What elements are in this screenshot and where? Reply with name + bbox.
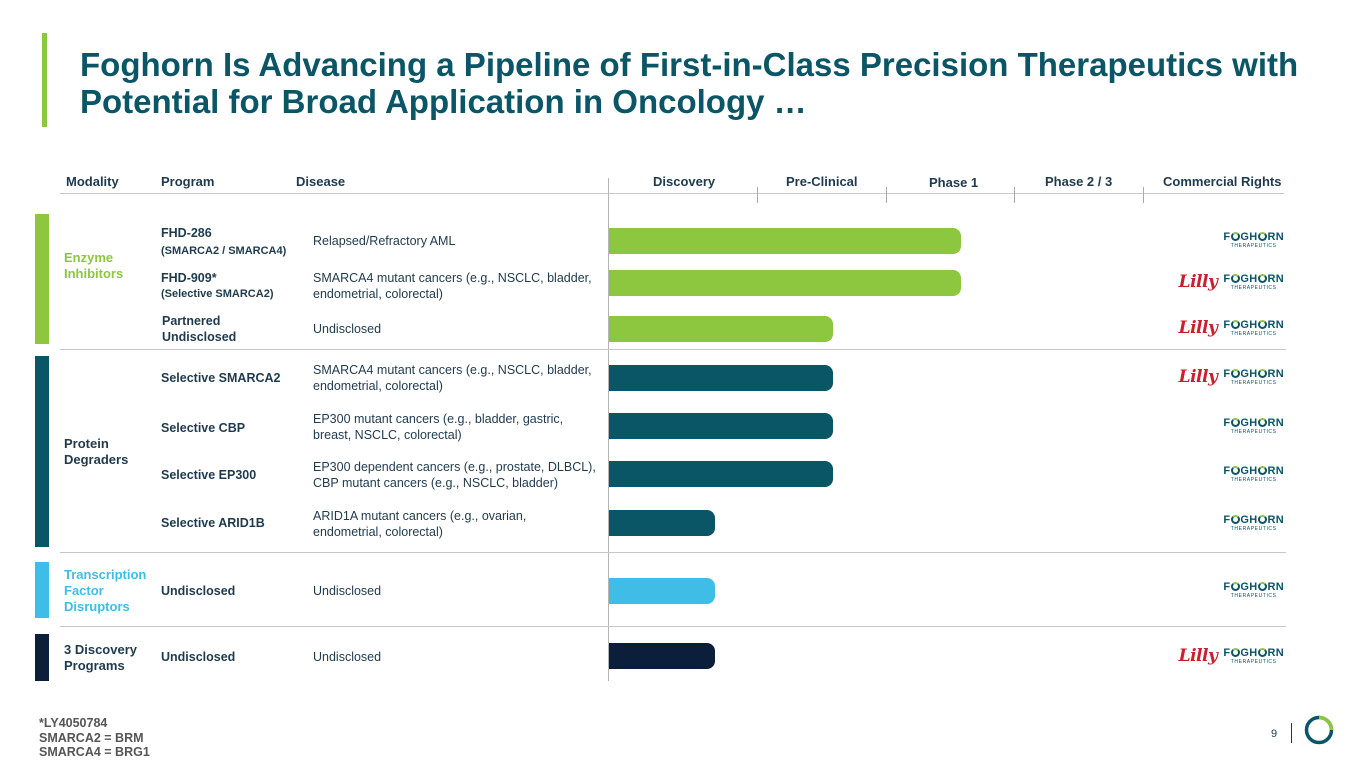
page-number: 9 [1271, 728, 1278, 740]
group-separator [60, 552, 1286, 553]
foghorn-ring-logo-icon [1304, 715, 1334, 745]
progress-bar [609, 316, 833, 342]
group-separator [60, 626, 1286, 627]
header-phase23: Phase 2 / 3 [1045, 174, 1113, 189]
foghorn-logo: F GH RN THERAPEUTICS [1223, 513, 1284, 532]
program-subtitle: (SMARCA2 / SMARCA4) [161, 245, 287, 257]
lilly-logo: Lilly [1178, 646, 1218, 666]
foghorn-logo: F GH RN THERAPEUTICS [1223, 416, 1284, 435]
header-discovery: Discovery [653, 174, 716, 189]
progress-bar [609, 578, 715, 604]
program-title: Selective EP300 [161, 468, 257, 482]
progress-bar [609, 365, 833, 391]
title-accent-bar [42, 33, 47, 127]
foghorn-logo: F GH RN THERAPEUTICS [1223, 464, 1284, 483]
stage-tick [757, 187, 758, 203]
foghorn-logo: F GH RN THERAPEUTICS [1223, 367, 1284, 386]
disease-text: EP300 mutant cancers (e.g., bladder, gas… [313, 412, 564, 442]
footnote: SMARCA4 = BRG1 [39, 745, 150, 759]
header-preclinical: Pre-Clinical [786, 174, 858, 189]
disease-text: SMARCA4 mutant cancers (e.g., NSCLC, bla… [313, 271, 592, 301]
disease-text: Undisclosed [313, 650, 382, 664]
header-phase1: Phase 1 [929, 175, 979, 190]
group-separator [60, 349, 1286, 350]
program-title: Selective SMARCA2 [161, 371, 281, 385]
progress-bar [609, 643, 715, 669]
commercial-rights: Lilly F GH RN THERAPEUTICS [1160, 643, 1284, 669]
program-title: FHD-909* [161, 271, 217, 285]
program-title: Undisclosed [161, 650, 236, 664]
commercial-rights: F GH RN THERAPEUTICS [1160, 227, 1284, 253]
foghorn-logo: F GH RN THERAPEUTICS [1223, 580, 1284, 599]
commercial-rights: F GH RN THERAPEUTICS [1160, 461, 1284, 487]
program-name: FHD-286 (SMARCA2 / SMARCA4) [161, 225, 286, 259]
header-commercial-rights: Commercial Rights [1163, 174, 1282, 189]
program-name: Selective CBP [161, 420, 245, 436]
stage-tick [1143, 187, 1144, 203]
footnote: SMARCA2 = BRM [39, 730, 144, 745]
foghorn-logo: F GH RN THERAPEUTICS [1223, 646, 1284, 665]
disease-text: Relapsed/Refractory AML [313, 234, 456, 248]
modality-label-degraders: Protein Degraders [64, 436, 129, 467]
foghorn-logo: F GH RN THERAPEUTICS [1223, 272, 1284, 291]
progress-bar [609, 270, 961, 296]
stage-tick [886, 187, 887, 203]
commercial-rights: F GH RN THERAPEUTICS [1160, 577, 1284, 603]
lilly-logo: Lilly [1178, 272, 1218, 292]
program-name: Partnered Undisclosed [162, 313, 252, 345]
commercial-rights: Lilly F GH RN THERAPEUTICS [1160, 269, 1284, 295]
page-title: Foghorn Is Advancing a Pipeline of First… [80, 46, 1299, 120]
page-divider [1291, 723, 1292, 743]
disease-text: EP300 dependent cancers (e.g., prostate,… [313, 460, 596, 490]
modality-label-enzyme: Enzyme Inhibitors [64, 250, 124, 281]
modality-label-discovery: 3 Discovery Programs [64, 642, 137, 673]
program-name: Undisclosed [161, 649, 235, 665]
program-title: Partnered Undisclosed [162, 314, 237, 344]
header-rule [60, 193, 608, 194]
commercial-rights: Lilly F GH RN THERAPEUTICS [1160, 315, 1284, 341]
modality-bar-degraders [35, 356, 49, 547]
foghorn-logo: F GH RN THERAPEUTICS [1223, 318, 1284, 337]
commercial-rights: Lilly F GH RN THERAPEUTICS [1160, 364, 1284, 390]
modality-bar-enzyme [35, 214, 49, 344]
progress-bar [609, 461, 833, 487]
commercial-rights: F GH RN THERAPEUTICS [1160, 413, 1284, 439]
program-name: FHD-909* (Selective SMARCA2) [161, 270, 273, 302]
lilly-logo: Lilly [1178, 367, 1218, 387]
progress-bar [609, 413, 833, 439]
lilly-logo: Lilly [1178, 318, 1218, 338]
program-name: Undisclosed [161, 583, 235, 599]
stage-rule [608, 193, 1284, 194]
program-title: Selective CBP [161, 421, 246, 435]
disease-text: ARID1A mutant cancers (e.g., ovarian, en… [313, 509, 527, 539]
footnotes: *LY4050784 SMARCA2 = BRM SMARCA4 = BRG1 [39, 716, 150, 760]
header-program: Program [161, 174, 215, 189]
program-name: Selective EP300 [161, 467, 256, 483]
disease-text: SMARCA4 mutant cancers (e.g., NSCLC, bla… [313, 363, 592, 393]
progress-bar [609, 228, 961, 254]
stage-tick [1014, 187, 1015, 203]
header-disease: Disease [296, 174, 346, 189]
commercial-rights: F GH RN THERAPEUTICS [1160, 510, 1284, 536]
modality-label-tf-disruptors: Transcription Factor Disruptors [64, 567, 147, 614]
footnote: *LY4050784 [39, 716, 108, 730]
program-name: Selective ARID1B [161, 515, 265, 531]
program-subtitle: (Selective SMARCA2) [161, 288, 274, 300]
program-title: Selective ARID1B [161, 516, 265, 530]
modality-bar-tf-disruptors [35, 562, 49, 618]
disease-text: Undisclosed [313, 584, 382, 598]
modality-bar-discovery [35, 634, 49, 681]
disease-text: Undisclosed [313, 322, 382, 336]
timeline-axis [608, 178, 609, 681]
header-modality: Modality [66, 174, 119, 189]
program-name: Selective SMARCA2 [161, 370, 281, 386]
progress-bar [609, 510, 715, 536]
foghorn-logo: F GH RN THERAPEUTICS [1223, 230, 1284, 249]
program-title: Undisclosed [161, 584, 236, 598]
program-title: FHD-286 [161, 226, 212, 240]
